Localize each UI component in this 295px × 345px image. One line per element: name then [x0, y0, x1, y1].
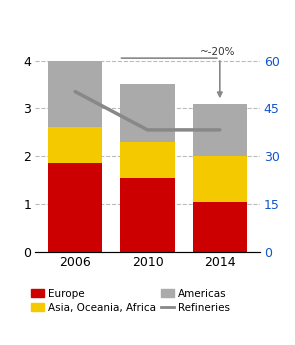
Text: ~-20%: ~-20%	[200, 47, 235, 57]
Bar	[48, 164, 102, 252]
Bar	[48, 60, 102, 128]
Bar	[193, 104, 247, 156]
Legend: Europe, Asia, Oceania, Africa, Americas, Refineries: Europe, Asia, Oceania, Africa, Americas,…	[27, 284, 234, 317]
Bar	[193, 201, 247, 252]
Bar	[120, 178, 175, 252]
Bar	[120, 85, 175, 142]
Bar	[120, 142, 175, 178]
Bar	[48, 128, 102, 164]
Bar	[193, 156, 247, 201]
